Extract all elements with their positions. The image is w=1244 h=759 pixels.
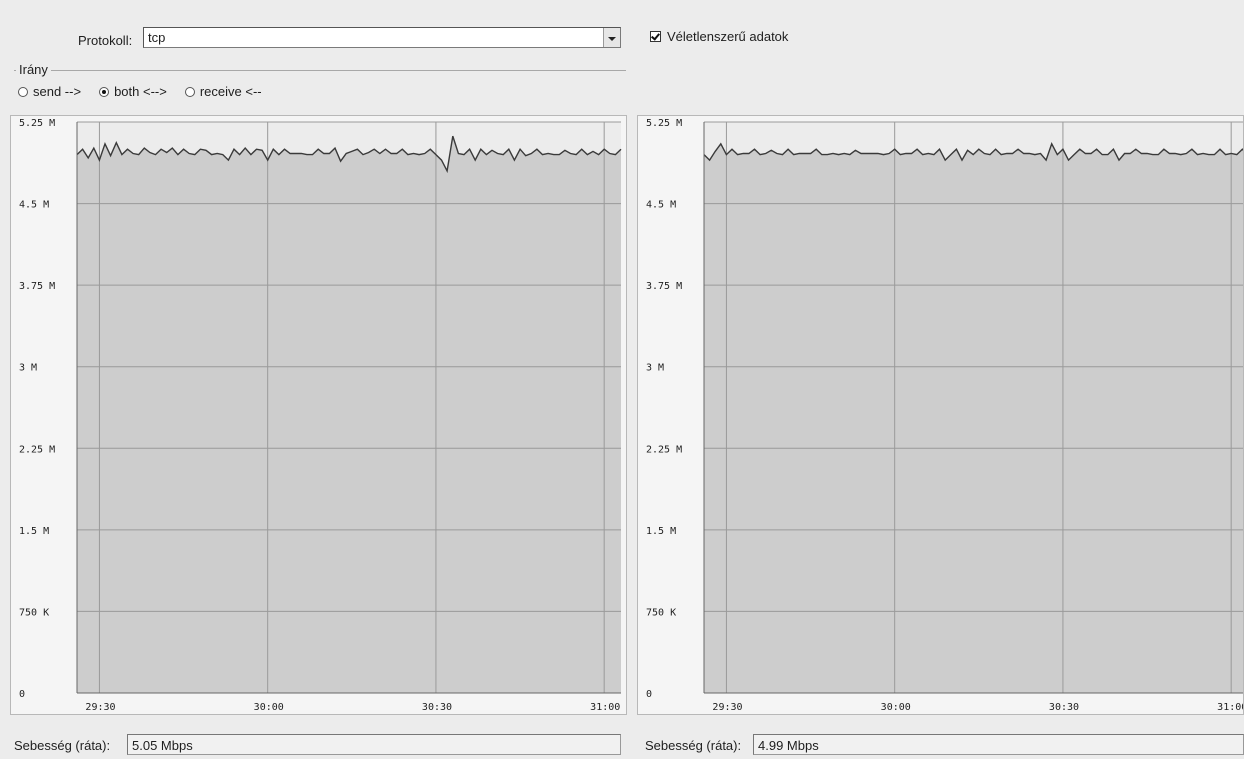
x-tick-label: 30:30 bbox=[1049, 702, 1079, 713]
direction-both-option[interactable]: both <--> bbox=[99, 84, 167, 99]
speed-field-right: 4.99 Mbps bbox=[753, 734, 1244, 755]
throughput-chart-left-svg: 0 750 K 1.5 M 2.25 M 3 M 3.75 M 4.5 M 5.25 M 29:… bbox=[19, 118, 622, 713]
y-tick-label: 3.75 M bbox=[646, 281, 682, 292]
y-tick-label: 750 K bbox=[646, 607, 676, 618]
y-tick-label: 2.25 M bbox=[646, 444, 682, 455]
direction-receive-label: receive <-- bbox=[199, 84, 262, 99]
x-tick-label: 30:30 bbox=[422, 702, 452, 713]
speed-label-right: Sebesség (ráta): bbox=[645, 738, 742, 753]
y-tick-label: 5.25 M bbox=[646, 118, 682, 129]
speed-value-right: 4.99 Mbps bbox=[758, 738, 819, 753]
protocol-select-value: tcp bbox=[148, 30, 166, 45]
x-tick-label: 30:00 bbox=[254, 702, 284, 713]
direction-send-radio[interactable] bbox=[18, 86, 28, 97]
y-tick-label: 3 M bbox=[646, 363, 664, 374]
random-data-checkbox[interactable] bbox=[650, 31, 661, 42]
direction-receive-radio[interactable] bbox=[184, 86, 195, 97]
y-tick-label: 3 M bbox=[19, 363, 37, 374]
throughput-area bbox=[77, 136, 621, 694]
y-tick-label: 0 bbox=[19, 689, 25, 700]
throughput-area bbox=[704, 143, 1243, 693]
throughput-chart-left: 0 750 K 1.5 M 2.25 M 3 M 3.75 M 4.5 M 5.25 M 29:… bbox=[10, 115, 627, 715]
direction-group-border bbox=[14, 70, 626, 71]
y-tick-label: 4.5 M bbox=[646, 200, 676, 211]
x-tick-label: 29:30 bbox=[85, 702, 115, 713]
x-tick-label: 31:00 bbox=[590, 702, 620, 713]
speed-label-left: Sebesség (ráta): bbox=[14, 738, 111, 753]
x-tick-label: 30:00 bbox=[881, 702, 911, 713]
y-tick-label: 0 bbox=[646, 689, 652, 700]
y-tick-label: 4.5 M bbox=[19, 200, 49, 211]
direction-group-label: Irány bbox=[16, 62, 51, 77]
y-tick-label: 1.5 M bbox=[19, 526, 49, 537]
throughput-line bbox=[703, 142, 1243, 162]
protocol-label: Protokoll: bbox=[78, 33, 133, 48]
y-tick-label: 5.25 M bbox=[19, 118, 55, 129]
y-tick-label: 750 K bbox=[19, 607, 49, 618]
throughput-line bbox=[76, 135, 622, 174]
x-tick-label: 31:00 bbox=[1217, 702, 1244, 713]
direction-send-label: send --> bbox=[33, 84, 82, 99]
protocol-dropdown-button[interactable] bbox=[603, 28, 620, 47]
throughput-chart-right: 0 750 K 1.5 M 2.25 M 3 M 3.75 M 4.5 M 5.25 M 29:… bbox=[637, 115, 1244, 715]
speed-field-left: 5.05 Mbps bbox=[127, 734, 621, 755]
y-tick-label: 3.75 M bbox=[19, 281, 55, 292]
direction-receive-option[interactable]: receive <-- bbox=[184, 84, 262, 99]
speed-value-left: 5.05 Mbps bbox=[132, 738, 193, 753]
direction-radio-group: send --> both <--> receive <-- bbox=[18, 84, 262, 99]
direction-both-radio[interactable] bbox=[99, 86, 110, 97]
y-tick-label: 2.25 M bbox=[19, 444, 55, 455]
x-tick-label: 29:30 bbox=[712, 702, 742, 713]
y-tick-label: 1.5 M bbox=[646, 526, 676, 537]
throughput-chart-right-svg: 0 750 K 1.5 M 2.25 M 3 M 3.75 M 4.5 M 5.25 M 29:… bbox=[646, 118, 1244, 713]
direction-send-option[interactable]: send --> bbox=[18, 84, 81, 99]
direction-both-label: both <--> bbox=[114, 84, 167, 99]
chevron-down-icon bbox=[608, 37, 616, 41]
random-data-label: Véletlenszerű adatok bbox=[667, 29, 789, 44]
random-data-checkbox-row[interactable]: Véletlenszerű adatok bbox=[650, 29, 788, 44]
protocol-select[interactable]: tcp bbox=[143, 27, 621, 48]
